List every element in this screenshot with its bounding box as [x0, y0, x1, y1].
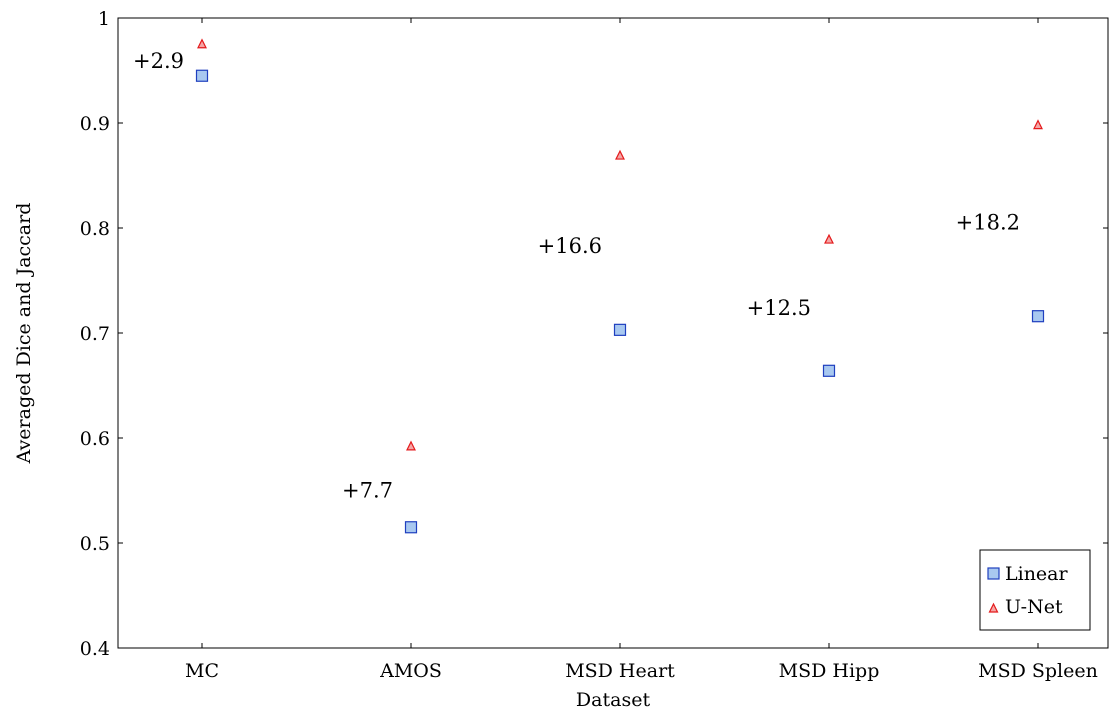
data-points	[195, 38, 1045, 534]
y-tick-label: 0.5	[80, 533, 110, 555]
x-axis: MC AMOS MSD Heart MSD Hipp MSD Spleen	[185, 18, 1098, 682]
linear-point	[822, 364, 836, 377]
gain-annotation: +16.6	[538, 234, 602, 258]
unet-point	[406, 440, 416, 451]
linear-point	[404, 521, 418, 534]
y-axis-title: Averaged Dice and Jaccard	[13, 203, 35, 465]
unet-point	[1033, 119, 1043, 130]
legend-marker-linear	[987, 567, 1000, 580]
annotations: +2.9 +7.7 +16.6 +12.5 +18.2	[133, 49, 1020, 502]
legend-label-unet: U-Net	[1005, 596, 1063, 618]
unet-point	[824, 233, 834, 244]
y-tick-label: 0.7	[80, 323, 110, 345]
legend: Linear U-Net	[979, 549, 1091, 631]
unet-point	[197, 38, 207, 49]
x-tick-label: MC	[185, 660, 219, 682]
x-tick-label: MSD Hipp	[779, 660, 880, 682]
y-tick-label: 0.9	[80, 113, 110, 135]
gain-annotation: +18.2	[956, 211, 1020, 235]
y-tick-label: 1	[98, 8, 110, 30]
y-tick-label: 0.4	[80, 638, 110, 660]
legend-box	[979, 549, 1091, 631]
gain-annotation: +7.7	[342, 478, 393, 502]
x-tick-label: AMOS	[379, 660, 442, 682]
y-tick-label: 0.6	[80, 428, 110, 450]
legend-label-linear: Linear	[1005, 563, 1069, 585]
y-axis: 0.4 0.5 0.6 0.7 0.8 0.9 1	[80, 8, 1108, 660]
gain-annotation: +2.9	[133, 49, 184, 73]
gain-annotation: +12.5	[747, 296, 811, 320]
unet-point	[615, 149, 625, 160]
linear-point	[613, 323, 627, 336]
linear-point	[195, 69, 209, 82]
legend-marker-unet	[988, 602, 999, 613]
linear-point	[1031, 310, 1045, 323]
x-axis-title: Dataset	[576, 689, 651, 711]
x-tick-label: MSD Spleen	[978, 660, 1098, 682]
y-tick-label: 0.8	[80, 218, 110, 240]
plot-frame	[117, 17, 1109, 649]
x-tick-label: MSD Heart	[565, 660, 675, 682]
